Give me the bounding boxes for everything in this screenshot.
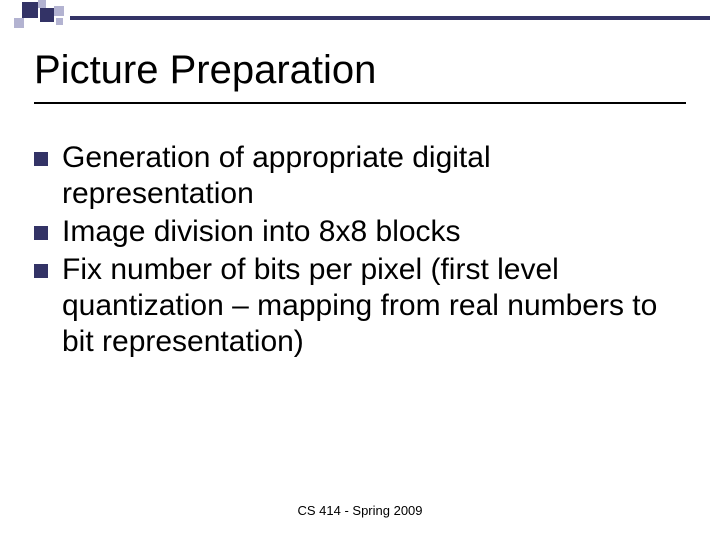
list-item: Fix number of bits per pixel (first leve… [34,252,686,360]
list-item-text: Fix number of bits per pixel (first leve… [62,252,686,360]
bullet-icon [34,226,48,240]
header-accent-bar [70,16,710,20]
deco-square-light [14,18,24,28]
deco-square-light [56,18,63,25]
list-item-text: Generation of appropriate digital repres… [62,140,686,212]
list-item-text: Image division into 8x8 blocks [62,214,686,250]
deco-square-light [54,6,64,16]
title-underline [34,102,686,104]
list-item: Generation of appropriate digital repres… [34,140,686,212]
list-item: Image division into 8x8 blocks [34,214,686,250]
bullet-icon [34,152,48,166]
slide-body: Generation of appropriate digital repres… [34,140,686,362]
slide-footer: CS 414 - Spring 2009 [0,503,720,518]
deco-square-dark [22,2,38,18]
slide-title: Picture Preparation [34,48,376,93]
bullet-icon [34,264,48,278]
deco-square-dark [40,8,54,22]
deco-square-light [38,0,46,8]
corner-decoration [0,0,720,36]
